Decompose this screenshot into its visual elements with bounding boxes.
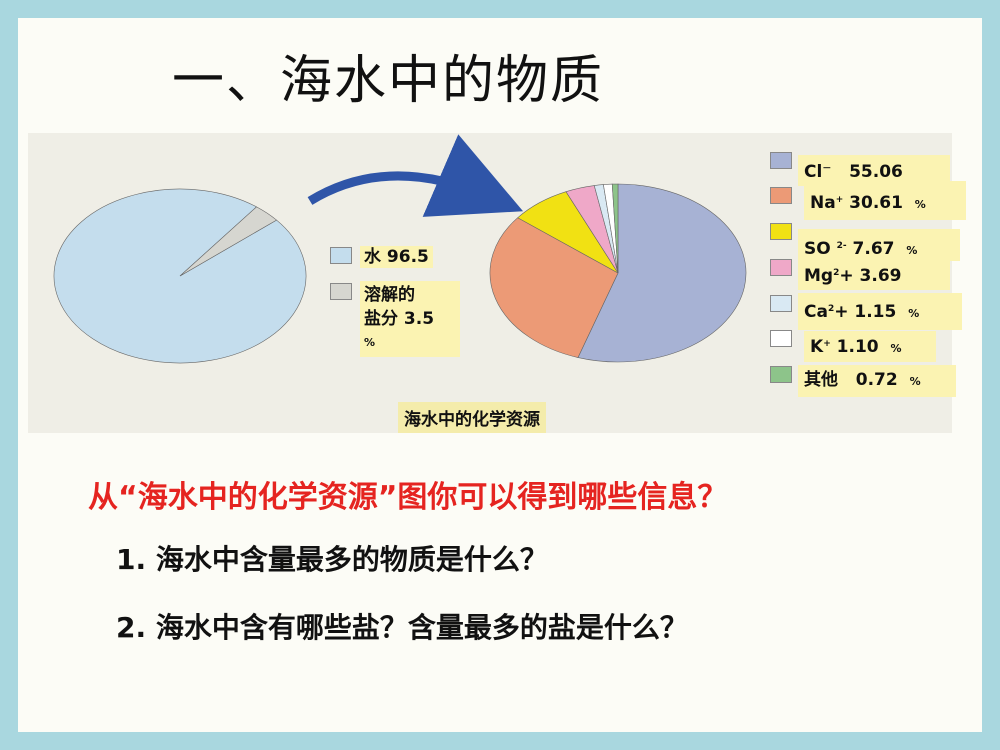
pie-charts-svg [53, 134, 747, 364]
legend-swatch-na [770, 187, 792, 204]
legend-water: 水 96.5 [360, 246, 433, 268]
page-title: 一、海水中的物质 [172, 51, 605, 111]
legend-swatch-water [330, 247, 352, 264]
legend-na: Na+ 30.61 % [804, 181, 966, 220]
figure-caption: 海水中的化学资源 [398, 402, 546, 433]
question-number: 1. [116, 543, 147, 576]
legend-so4: SO 2- 7.67 % [798, 229, 960, 261]
question-text: 海水中含量最多的物质是什么？ [155, 543, 548, 576]
salt-ions-pie-chart [489, 183, 747, 363]
pie-slice-other [611, 183, 619, 274]
legend-ca: Ca2+ 1.15 % [798, 293, 962, 330]
legend-dissolved-salt: 溶解的 盐分 3.5 % [360, 281, 460, 357]
legend-k: K+ 1.10 % [804, 331, 936, 362]
pie-slice-cl [577, 183, 747, 363]
legend-other: 其他 0.72 % [798, 365, 956, 397]
legend-swatch-cl [770, 152, 792, 169]
legend-swatch-ca [770, 295, 792, 312]
legend-swatch-mg [770, 259, 792, 276]
legend-cl: Cl－ 55.06 [798, 155, 950, 186]
arrow-icon [307, 134, 524, 217]
legend-swatch-so4 [770, 223, 792, 240]
chemical-resources-figure: 水 96.5 溶解的 盐分 3.5 % Cl－ 55.06 Na+ 30.61 … [28, 133, 966, 433]
legend-swatch-dissolved-salt [330, 283, 352, 300]
question-item-1: 1. 海水中含量最多的物质是什么？ [116, 538, 548, 578]
pie-slice-dissolved-salt [179, 206, 278, 277]
legend-swatch-other [770, 366, 792, 383]
question-item-2: 2. 海水中含有哪些盐？含量最多的盐是什么？ [116, 606, 688, 646]
question-number: 2. [116, 611, 147, 644]
pie-slice-na [489, 217, 619, 358]
water-pie-chart [53, 188, 307, 364]
legend-swatch-k [770, 330, 792, 347]
legend-mg: Mg2+ 3.69 [798, 259, 950, 290]
question-text: 海水中含有哪些盐？含量最多的盐是什么？ [155, 611, 688, 644]
question-heading: 从“海水中的化学资源”图你可以得到哪些信息？ [88, 480, 728, 515]
